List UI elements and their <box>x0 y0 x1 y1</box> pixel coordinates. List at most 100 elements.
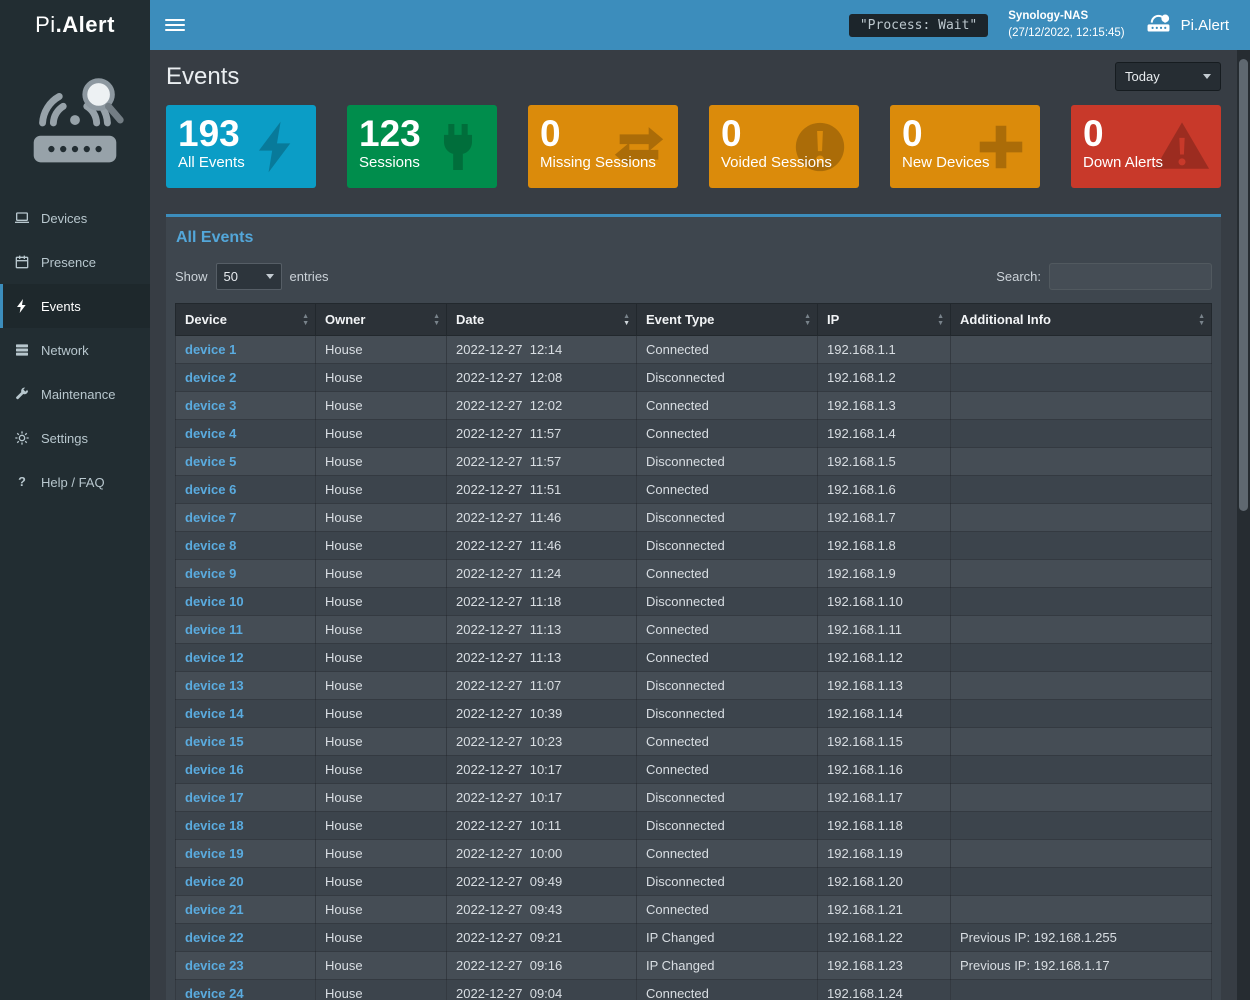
scrollbar-thumb[interactable] <box>1239 59 1248 511</box>
search-input[interactable] <box>1049 263 1212 290</box>
sidebar-item-devices[interactable]: Devices <box>0 196 150 240</box>
navbar-brand-label: Pi.Alert <box>1180 16 1229 34</box>
cell-additional-info <box>950 335 1212 364</box>
cell-ip: 192.168.1.22 <box>817 923 951 952</box>
column-header-additional-info[interactable]: Additional Info ▲ ▼ <box>950 303 1212 336</box>
column-header-owner[interactable]: Owner ▲ ▼ <box>315 303 447 336</box>
cell-additional-info <box>950 895 1212 924</box>
cell-date: 2022-12-27 12:08 <box>446 363 637 392</box>
sidebar-item-maintenance[interactable]: Maintenance <box>0 372 150 416</box>
events-table: Device ▲ ▼ Owner ▲ ▼ Date ▲ ▼ Event Type ▲ ▼ IP ▲ ▼ Add… <box>175 303 1212 1000</box>
plug-icon <box>429 118 487 176</box>
plus-icon <box>972 118 1030 176</box>
device-link[interactable]: device 24 <box>185 986 244 1000</box>
sidebar-item-settings[interactable]: Settings <box>0 416 150 460</box>
table-row: device 13 House 2022-12-27 11:07 Disconnect… <box>175 671 1212 700</box>
gear-icon <box>15 431 29 445</box>
table-row: device 18 House 2022-12-27 10:11 Disconnect… <box>175 811 1212 840</box>
cell-date: 2022-12-27 11:51 <box>446 475 637 504</box>
cell-device: device 1 <box>175 335 316 364</box>
svg-text:?: ? <box>18 475 26 489</box>
device-link[interactable]: device 8 <box>185 538 237 553</box>
sidebar-item-label: Settings <box>41 430 88 446</box>
brand-light: Pi <box>35 12 56 37</box>
cell-date: 2022-12-27 11:46 <box>446 531 637 560</box>
cell-additional-info <box>950 727 1212 756</box>
sidebar-toggle-button[interactable] <box>165 15 185 35</box>
cell-event-type: Connected <box>636 755 818 784</box>
device-link[interactable]: device 14 <box>185 706 244 721</box>
summary-cards: 193 All Events 123 Sessions 0 Missing Session… <box>166 105 1221 188</box>
cell-event-type: Disconnected <box>636 587 818 616</box>
device-link[interactable]: device 17 <box>185 790 244 805</box>
device-link[interactable]: device 2 <box>185 370 237 385</box>
device-link[interactable]: device 9 <box>185 566 237 581</box>
period-dropdown[interactable]: Today <box>1115 62 1221 91</box>
device-link[interactable]: device 11 <box>185 622 243 637</box>
column-header-device[interactable]: Device ▲ ▼ <box>175 303 316 336</box>
cell-event-type: Connected <box>636 839 818 868</box>
device-link[interactable]: device 20 <box>185 874 244 889</box>
device-link[interactable]: device 1 <box>185 342 237 357</box>
cell-owner: House <box>315 503 447 532</box>
sidebar-item-label: Devices <box>41 210 88 226</box>
cell-owner: House <box>315 447 447 476</box>
cell-device: device 15 <box>175 727 316 756</box>
sidebar-item-events[interactable]: Events <box>0 284 150 328</box>
device-link[interactable]: device 16 <box>185 762 244 777</box>
cell-ip: 192.168.1.11 <box>817 615 951 644</box>
device-link[interactable]: device 19 <box>185 846 244 861</box>
device-link[interactable]: device 6 <box>185 482 237 497</box>
device-link[interactable]: device 13 <box>185 678 244 693</box>
entries-label: entries <box>289 269 329 284</box>
device-link[interactable]: device 7 <box>185 510 237 525</box>
cell-event-type: Connected <box>636 559 818 588</box>
table-row: device 4 House 2022-12-27 11:57 Connected 19… <box>175 419 1212 448</box>
device-link[interactable]: device 5 <box>185 454 237 469</box>
cell-owner: House <box>315 727 447 756</box>
device-link[interactable]: device 22 <box>185 930 244 945</box>
navbar-brand-link[interactable]: Pi.Alert <box>1145 13 1235 38</box>
card-value: 0 <box>721 113 742 154</box>
cell-event-type: Connected <box>636 615 818 644</box>
cell-event-type: Connected <box>636 895 818 924</box>
summary-card-missing-sessions: 0 Missing Sessions <box>528 105 678 188</box>
cell-date: 2022-12-27 10:23 <box>446 727 637 756</box>
cell-device: device 24 <box>175 979 316 1000</box>
entries-per-page-select[interactable]: 50 <box>215 263 282 290</box>
cell-additional-info <box>950 475 1212 504</box>
table-row: device 7 House 2022-12-27 11:46 Disconnecte… <box>175 503 1212 532</box>
cell-device: device 19 <box>175 839 316 868</box>
device-link[interactable]: device 15 <box>185 734 244 749</box>
cell-ip: 192.168.1.2 <box>817 363 951 392</box>
sort-icon: ▲ ▼ <box>302 312 309 327</box>
exchange-icon <box>610 118 668 176</box>
sidebar-item-label: Network <box>41 342 89 358</box>
device-link[interactable]: device 3 <box>185 398 237 413</box>
sidebar-item-presence[interactable]: Presence <box>0 240 150 284</box>
bolt-icon <box>17 299 26 313</box>
column-header-ip[interactable]: IP ▲ ▼ <box>817 303 951 336</box>
column-header-event-type[interactable]: Event Type ▲ ▼ <box>636 303 818 336</box>
column-header-date[interactable]: Date ▲ ▼ <box>446 303 637 336</box>
cell-device: device 17 <box>175 783 316 812</box>
sidebar-item-help-faq[interactable]: ? Help / FAQ <box>0 460 150 504</box>
table-row: device 1 House 2022-12-27 12:14 Connected 19… <box>175 335 1212 364</box>
device-link[interactable]: device 23 <box>185 958 244 973</box>
sidebar-item-network[interactable]: Network <box>0 328 150 372</box>
cell-event-type: Connected <box>636 391 818 420</box>
scrollbar[interactable] <box>1237 50 1250 1000</box>
device-link[interactable]: device 4 <box>185 426 237 441</box>
cell-date: 2022-12-27 10:17 <box>446 783 637 812</box>
table-row: device 20 House 2022-12-27 09:49 Disconnect… <box>175 867 1212 896</box>
pialert-logo <box>0 50 150 196</box>
cell-additional-info: Previous IP: 192.168.1.255 <box>950 923 1212 952</box>
sort-icon: ▲ ▼ <box>937 312 944 327</box>
device-link[interactable]: device 10 <box>185 594 244 609</box>
device-link[interactable]: device 21 <box>185 902 244 917</box>
process-status-badge: "Process: Wait" <box>848 13 989 37</box>
device-link[interactable]: device 12 <box>185 650 244 665</box>
card-label: All Events <box>178 154 245 172</box>
device-link[interactable]: device 18 <box>185 818 244 833</box>
table-row: device 17 House 2022-12-27 10:17 Disconnect… <box>175 783 1212 812</box>
